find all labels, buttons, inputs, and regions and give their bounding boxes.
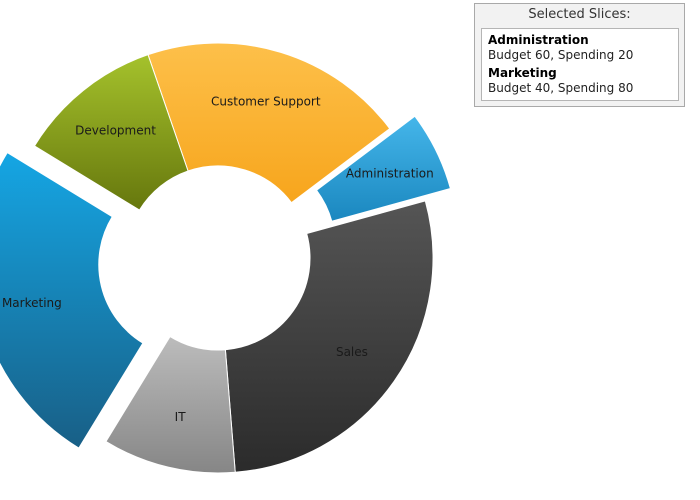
selected-item-name: Marketing (488, 66, 557, 80)
slice-label-customer-support: Customer Support (211, 95, 321, 109)
selected-slices-panel: Selected Slices: Administration Budget 6… (474, 3, 685, 107)
selected-item-detail: Budget 40, Spending 80 (488, 81, 634, 95)
slice-label-it: IT (175, 410, 187, 424)
selected-item-name: Administration (488, 33, 589, 47)
slice-marketing[interactable] (0, 151, 144, 449)
selected-item-detail: Budget 60, Spending 20 (488, 48, 634, 62)
slice-label-development: Development (75, 124, 156, 138)
label-group: Customer Support Administration Sales IT Mar… (2, 95, 434, 424)
slice-sales[interactable] (224, 200, 434, 473)
slice-customer-support[interactable] (147, 42, 391, 204)
slice-label-administration: Administration (346, 166, 434, 180)
slice-administration[interactable] (315, 115, 452, 222)
slice-group (0, 42, 452, 474)
selected-slices-list[interactable]: Administration Budget 60, Spending 20 Ma… (481, 28, 679, 101)
panel-title: Selected Slices: (528, 7, 631, 22)
slice-label-sales: Sales (336, 345, 368, 359)
slice-development[interactable] (33, 54, 189, 211)
selected-item[interactable]: Administration Budget 60, Spending 20 (488, 33, 672, 63)
slice-label-marketing: Marketing (2, 296, 62, 310)
selected-item[interactable]: Marketing Budget 40, Spending 80 (488, 66, 672, 96)
slice-it[interactable] (105, 335, 236, 474)
